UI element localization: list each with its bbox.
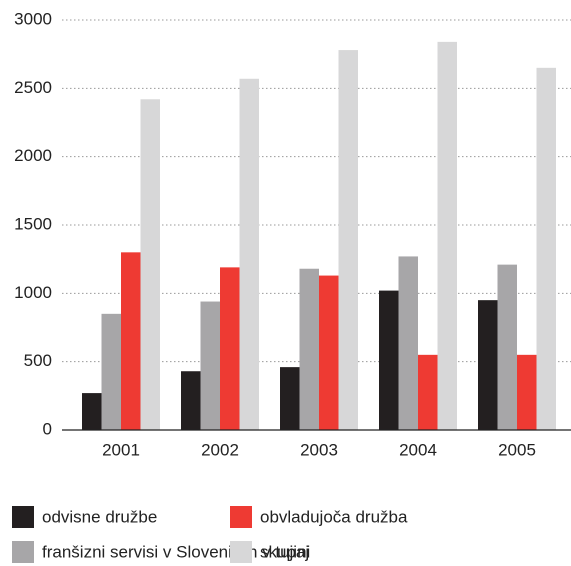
bar xyxy=(398,256,418,430)
y-tick-label: 2500 xyxy=(14,78,52,97)
legend-label: odvisne družbe xyxy=(42,507,157,526)
legend-swatch xyxy=(12,541,34,563)
bar xyxy=(478,300,498,430)
bar xyxy=(437,41,457,430)
bar xyxy=(121,252,141,430)
legend-swatch xyxy=(12,506,34,528)
bar xyxy=(101,313,121,430)
y-tick-label: 0 xyxy=(43,419,52,438)
bar xyxy=(418,354,438,430)
legend-swatch xyxy=(230,541,252,563)
bar xyxy=(140,99,160,431)
bar xyxy=(497,264,517,430)
bar xyxy=(82,393,102,430)
y-tick-label: 1500 xyxy=(14,214,52,233)
y-tick-label: 3000 xyxy=(14,9,52,28)
x-tick-label: 2002 xyxy=(201,440,239,459)
legend-label: obvladujoča družba xyxy=(260,507,408,526)
bar xyxy=(200,301,220,430)
x-tick-label: 2001 xyxy=(102,440,140,459)
bar xyxy=(220,267,240,430)
bar xyxy=(536,67,556,430)
bar xyxy=(517,354,537,430)
bar xyxy=(299,268,319,430)
bar xyxy=(239,78,259,431)
x-tick-label: 2005 xyxy=(498,440,536,459)
bar xyxy=(379,290,399,430)
y-tick-label: 1000 xyxy=(14,283,52,302)
x-tick-label: 2003 xyxy=(300,440,338,459)
y-tick-label: 500 xyxy=(24,351,52,370)
legend-label: skupaj xyxy=(260,542,309,561)
y-tick-label: 2000 xyxy=(14,146,52,165)
bar xyxy=(338,50,358,431)
x-tick-label: 2004 xyxy=(399,440,437,459)
bar xyxy=(280,367,300,430)
bar xyxy=(181,371,201,430)
legend-swatch xyxy=(230,506,252,528)
bar xyxy=(319,275,339,430)
